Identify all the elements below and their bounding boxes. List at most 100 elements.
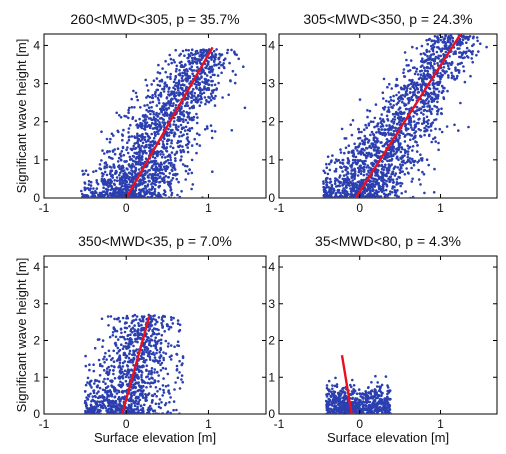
data-point (128, 180, 132, 184)
data-point (395, 78, 399, 81)
data-point (462, 65, 465, 68)
data-point (441, 41, 445, 44)
data-point (354, 160, 357, 164)
data-point (380, 383, 384, 387)
data-point (193, 56, 197, 59)
data-point (386, 159, 389, 163)
data-point (372, 145, 376, 149)
data-point (410, 126, 413, 129)
data-point (169, 164, 173, 167)
data-point (103, 166, 106, 170)
data-point (162, 102, 166, 106)
data-point (151, 155, 155, 159)
data-point (371, 180, 375, 183)
data-point (113, 317, 116, 321)
data-point (138, 146, 142, 150)
data-point (443, 71, 447, 75)
data-point (129, 329, 132, 333)
data-point (136, 389, 140, 393)
data-point (398, 99, 401, 103)
data-point (101, 401, 104, 405)
data-point (154, 336, 157, 340)
data-point (417, 159, 421, 162)
data-point (192, 98, 196, 102)
data-point (376, 196, 380, 198)
data-point (84, 399, 87, 403)
data-point (417, 118, 420, 121)
data-point (362, 170, 366, 173)
data-point (200, 92, 204, 96)
data-point (167, 389, 170, 392)
data-point (201, 54, 204, 57)
data-point (197, 83, 201, 87)
data-point (103, 152, 106, 155)
data-point (385, 138, 389, 141)
data-point (210, 89, 214, 92)
data-point (364, 154, 368, 158)
data-point (180, 113, 183, 116)
data-point (124, 356, 128, 359)
data-point (416, 161, 420, 164)
data-point (376, 154, 380, 158)
data-point (372, 196, 376, 198)
data-point (419, 73, 423, 76)
data-point (179, 119, 182, 122)
data-point (343, 165, 346, 168)
data-point (146, 103, 149, 107)
data-point (179, 159, 182, 162)
data-point (144, 157, 148, 160)
data-point (95, 412, 98, 414)
data-point (159, 338, 163, 342)
data-point (351, 161, 355, 165)
data-point (118, 377, 121, 380)
data-point (120, 150, 124, 153)
data-point (120, 184, 124, 188)
data-point (166, 345, 170, 348)
data-point (194, 98, 198, 101)
data-point (212, 49, 216, 53)
data-point (92, 408, 95, 411)
data-point (85, 404, 88, 407)
data-point (102, 178, 105, 182)
data-point (105, 191, 109, 195)
data-point (438, 82, 441, 85)
data-point (119, 154, 123, 158)
data-point (385, 179, 388, 183)
data-point (448, 62, 451, 65)
data-point (145, 125, 149, 128)
data-point (187, 172, 190, 175)
data-point (127, 163, 131, 167)
data-point (147, 143, 151, 147)
data-point (94, 378, 97, 382)
data-point (126, 146, 129, 149)
data-point (352, 174, 356, 178)
data-point (393, 140, 396, 143)
data-point (161, 67, 164, 70)
data-point (160, 80, 164, 83)
data-point (172, 163, 175, 167)
data-point (155, 77, 159, 80)
data-point (377, 146, 380, 150)
data-point (399, 112, 403, 116)
data-point (127, 131, 130, 134)
data-point (159, 369, 163, 372)
data-point (392, 94, 395, 98)
data-point (134, 186, 138, 190)
data-point (447, 67, 450, 70)
data-point (112, 187, 116, 191)
data-point (139, 139, 142, 143)
data-point (173, 78, 177, 81)
data-point (140, 182, 144, 186)
data-point (193, 95, 196, 98)
data-point (150, 352, 154, 356)
data-point (153, 381, 156, 384)
data-point (433, 82, 436, 86)
data-point (128, 349, 132, 353)
x-tick-label: 1 (205, 201, 212, 215)
data-point (125, 180, 128, 183)
data-point (84, 364, 88, 368)
data-point (150, 188, 153, 191)
data-point (149, 322, 152, 326)
data-point (131, 319, 134, 323)
data-point (155, 351, 158, 355)
